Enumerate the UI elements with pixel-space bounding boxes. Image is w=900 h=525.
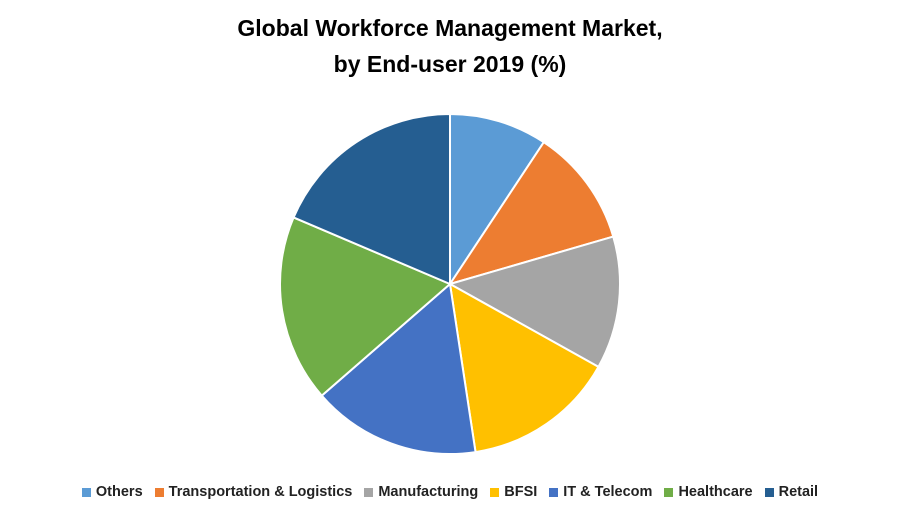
legend-label: Healthcare: [678, 484, 753, 500]
pie: [279, 112, 621, 455]
legend-label: Manufacturing: [378, 484, 479, 500]
legend: Others Transportation & Logistics Manufact…: [0, 484, 900, 500]
pie-slice: [448, 282, 600, 454]
legend-item: Manufacturing: [364, 484, 478, 500]
legend-item: Others: [81, 484, 143, 500]
legend-swatch: [81, 487, 91, 497]
legend-swatch: [364, 487, 374, 497]
legend-swatch: [490, 487, 500, 497]
pie-slice: [292, 112, 451, 286]
legend-label: Transportation & Logistics: [168, 484, 353, 500]
legend-swatch: [664, 487, 674, 497]
legend-item: BFSI: [490, 484, 537, 500]
chart: Global Workforce Management Market, by E…: [237, 15, 663, 455]
chart-title: Global Workforce Management Market,: [237, 15, 662, 41]
legend-item: IT & Telecom: [549, 484, 652, 500]
legend-item: Transportation & Logistics: [154, 484, 353, 500]
legend-item: Retail: [764, 484, 819, 500]
legend-label: BFSI: [504, 484, 538, 500]
legend-swatch: [154, 487, 164, 497]
legend-label: Others: [95, 484, 143, 500]
legend-item: Healthcare: [664, 484, 753, 500]
pie-slice: [447, 235, 621, 369]
legend-swatch: [549, 487, 559, 497]
pie-slice: [449, 112, 546, 288]
legend-label: Retail: [778, 484, 819, 500]
pie-slice: [447, 140, 615, 286]
legend-label: IT & Telecom: [563, 484, 653, 500]
legend-swatch: [764, 487, 774, 497]
pie-slice: [320, 282, 477, 455]
chart-title: by End-user 2019 (%): [334, 51, 567, 77]
pie-slice: [279, 216, 452, 398]
